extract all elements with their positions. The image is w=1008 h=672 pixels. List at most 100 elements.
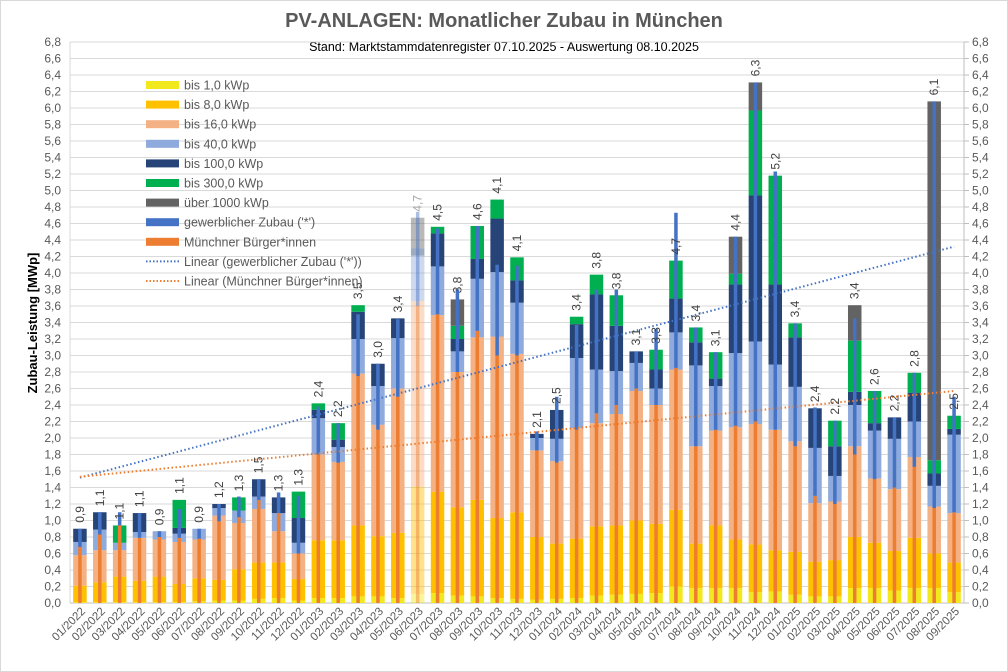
y-tick-label-right: 6,4 [972,68,989,82]
overlay-segment [813,495,817,603]
overlay-segment [296,495,301,554]
data-label: 1,3 [232,474,246,491]
y-tick-label: 4,6 [44,217,61,231]
overlay-segment [912,466,917,603]
y-tick-label: 0,8 [44,530,61,544]
overlay-segment [753,421,758,603]
y-tick-label-right: 1,0 [972,514,989,528]
data-label: 4,6 [470,203,484,220]
overlay-segment [674,367,678,603]
overlay-segment [197,538,201,603]
data-label: 4,7 [669,238,683,255]
y-tick-label: 3,0 [44,349,61,363]
y-tick-label: 2,2 [44,415,61,429]
y-tick-label-right: 3,4 [972,316,989,330]
y-tick-label: 3,2 [44,332,61,346]
legend-label: Linear (Münchner Bürger*innen) [184,275,363,289]
overlay-segment [336,423,340,463]
overlay-segment [157,531,162,537]
data-label: 6,1 [927,78,941,95]
overlay-segment [952,396,956,513]
data-label: 2,2 [331,400,345,417]
overlay-segment [952,512,956,603]
overlay-segment [137,537,142,603]
bar-segment [351,305,365,312]
overlay-segment [833,420,837,504]
y-tick-label-right: 2,8 [972,365,989,379]
legend-swatch [146,159,179,168]
overlay-segment [614,405,619,603]
overlay-segment [554,462,559,603]
overlay-segment [356,376,360,603]
overlay-segment [852,318,857,455]
data-label: 2,4 [808,385,822,402]
overlay-segment [256,499,261,603]
overlay-segment [396,319,400,397]
overlay-segment [813,407,817,496]
overlay-segment [376,429,380,603]
y-tick-label: 5,6 [44,134,61,148]
overlay-segment [515,265,519,356]
legend-label: Linear (gewerblicher Zubau ('*')) [184,255,362,269]
overlay-segment [654,405,658,603]
bar-segment [589,274,604,295]
y-tick-label: 6,0 [44,101,61,115]
y-tick-label: 6,4 [44,68,61,82]
y-tick-label: 4,2 [44,250,61,264]
overlay-segment [495,264,499,356]
data-label: 2,2 [828,398,842,415]
y-tick-label-right: 4,2 [972,250,989,264]
overlay-segment [217,504,221,522]
legend-label: bis 100,0 kWp [184,157,263,171]
y-tick-label-right: 2,4 [972,398,989,412]
overlay-segment [237,517,241,603]
overlay-segment [455,372,460,603]
data-label: 3,1 [709,329,723,346]
y-tick-label-right: 2,0 [972,431,989,445]
overlay-segment [356,314,360,377]
chart-subtitle: Stand: Marktstammdatenregister 07.10.202… [309,40,699,54]
overlay-segment [217,521,221,603]
legend-swatch [146,179,179,187]
overlay-segment [336,462,340,603]
data-label: 1,1 [133,490,147,507]
overlay-segment [594,289,599,414]
overlay-segment [872,479,877,603]
y-tick-label-right: 4,8 [972,200,989,214]
overlay-segment [396,396,400,603]
data-label: 5,2 [768,153,782,170]
overlay-segment [793,323,797,447]
data-label: 2,5 [550,387,564,404]
overlay-segment [872,390,877,480]
y-tick-label: 0,0 [44,596,61,610]
overlay-segment [793,446,797,603]
overlay-segment [634,351,638,389]
overlay-segment [256,479,261,500]
y-tick-label: 5,2 [44,167,61,181]
y-tick-label: 2,6 [44,382,61,396]
data-label: 3,0 [371,341,385,358]
legend-swatch [146,218,179,227]
data-label: 4,1 [510,234,524,251]
y-tick-label-right: 5,4 [972,151,989,165]
data-label: 1,1 [113,502,127,519]
y-tick-label-right: 1,4 [972,481,989,495]
data-label: 2,2 [887,394,901,411]
overlay-segment [932,101,936,509]
overlay-segment [614,289,619,405]
overlay-segment [435,228,440,315]
overlay-segment [495,355,499,603]
bar-segment [410,248,425,256]
data-label: 3,4 [689,304,703,321]
overlay-segment [415,211,420,306]
overlay-segment [78,528,82,547]
data-label: 0,9 [152,508,166,525]
data-label: 1,1 [172,477,186,494]
overlay-segment [773,171,778,430]
y-tick-label: 0,4 [44,563,61,577]
overlay-segment [276,513,281,603]
legend-swatch [146,139,179,148]
legend-swatch [146,100,179,109]
overlay-segment [733,425,738,603]
overlay-segment [773,429,778,603]
